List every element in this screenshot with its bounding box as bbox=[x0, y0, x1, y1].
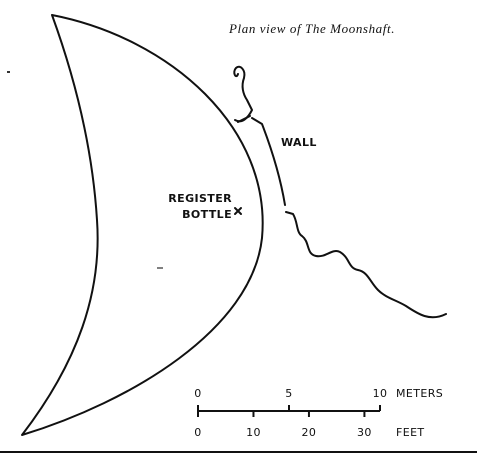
caption: Plan view of The Moonshaft. bbox=[228, 21, 395, 36]
meter-label: 5 bbox=[285, 387, 292, 400]
feet-unit: FEET bbox=[396, 426, 425, 439]
foot-label: 30 bbox=[357, 426, 372, 439]
meters-unit: METERS bbox=[396, 387, 443, 400]
wall-gap-edge bbox=[237, 115, 251, 123]
wall-line-lower bbox=[251, 117, 447, 319]
meter-label: 0 bbox=[194, 387, 201, 400]
foot-label: 0 bbox=[194, 426, 201, 439]
scale-bar: 0 5 10 0 10 20 30 METERS FEET bbox=[194, 387, 443, 439]
foot-label: 20 bbox=[302, 426, 317, 439]
wall-line-upper bbox=[233, 65, 253, 123]
shaft-outline bbox=[21, 14, 264, 436]
foot-label: 10 bbox=[246, 426, 261, 439]
meter-label: 10 bbox=[373, 387, 388, 400]
register-label: BOTTLE bbox=[182, 208, 232, 221]
wall-label: WALL bbox=[281, 136, 317, 149]
bottle-marker bbox=[234, 207, 242, 215]
register-label: REGISTER bbox=[168, 192, 232, 205]
